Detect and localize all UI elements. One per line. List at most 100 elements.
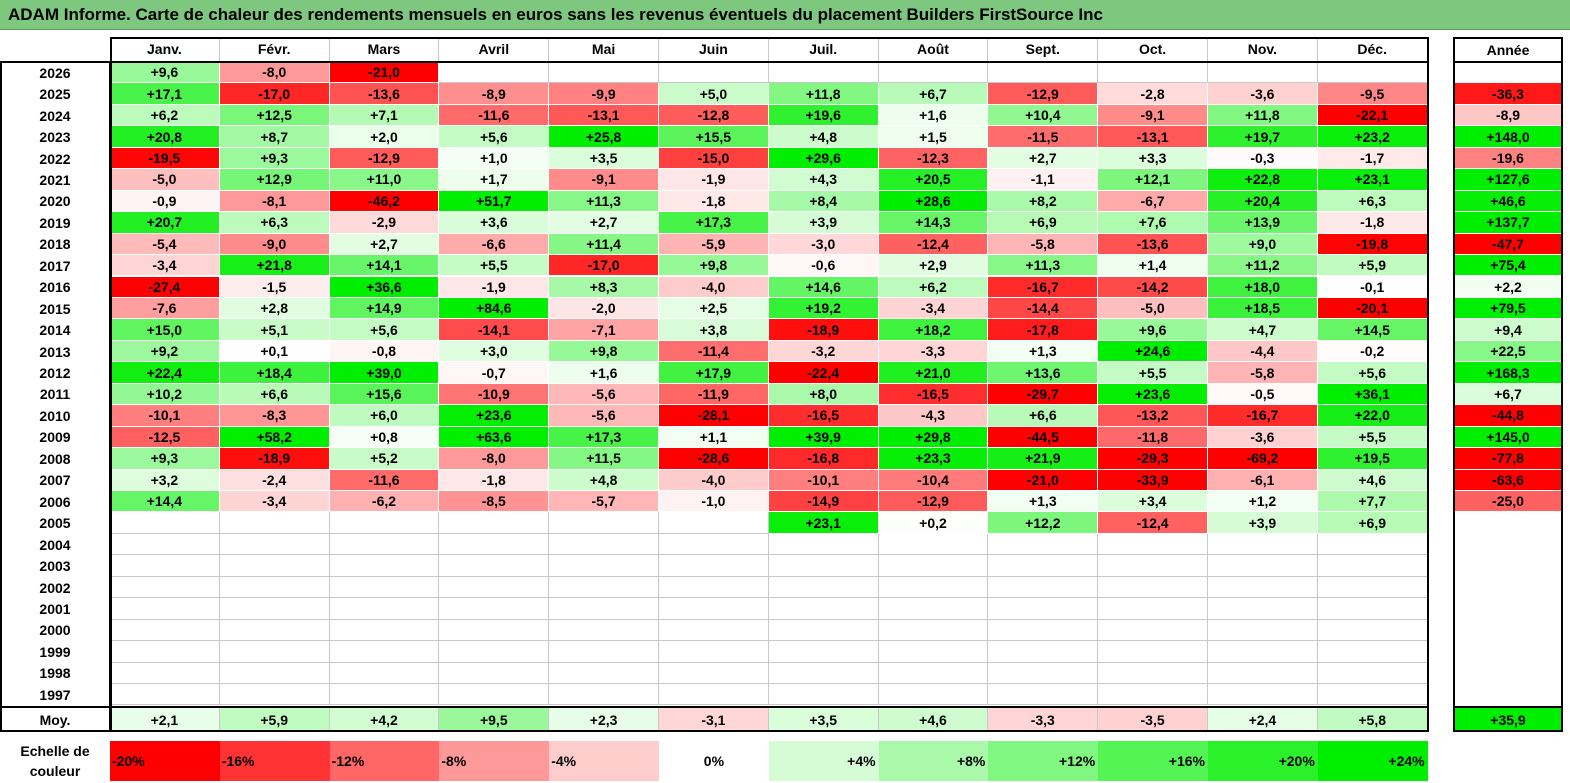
heatmap-cell: -12,9 (988, 83, 1099, 105)
heatmap-cell: -17,0 (219, 83, 330, 105)
heatmap-cell: +13,9 (1208, 212, 1318, 234)
scale-cell: +12% (988, 741, 1099, 781)
heatmap-cell: +15,0 (110, 319, 220, 341)
month-header: Déc. (1317, 37, 1428, 62)
heatmap-cell: +6,3 (219, 212, 330, 234)
heatmap-cell: +15,6 (329, 383, 440, 406)
heatmap-cell: +14,1 (329, 255, 440, 277)
heatmap-cell: +2,7 (329, 233, 440, 256)
heatmap-cell: +12,1 (1098, 169, 1208, 191)
heatmap-cell: -3,4 (110, 255, 220, 277)
heatmap-cell (768, 684, 879, 706)
heatmap-cell: +20,7 (110, 212, 220, 234)
report-title: ADAM Informe. Carte de chaleur des rende… (0, 0, 1570, 30)
year-label: 2004 (39, 536, 71, 553)
heatmap-cell: -5,0 (110, 169, 220, 191)
heatmap-cell (659, 641, 769, 663)
year-label: 2009 (39, 429, 71, 446)
heatmap-cell (549, 555, 659, 577)
heatmap-cell: +1,6 (549, 362, 659, 384)
heatmap-cell: -6,6 (439, 233, 550, 256)
heatmap-cell (768, 576, 879, 599)
heatmap-cell: +18,0 (1208, 276, 1318, 298)
heatmap-cell: +10,4 (988, 104, 1099, 127)
annual-cell (1453, 62, 1563, 83)
heatmap-cell (878, 62, 989, 84)
month-header: Mars (329, 37, 440, 62)
heatmap-cell: -0,6 (768, 255, 879, 277)
annual-cell: +145,0 (1453, 426, 1563, 449)
heatmap-cell: +5,5 (1098, 362, 1208, 384)
heatmap-cell (768, 641, 879, 663)
heatmap-cell: +3,2 (110, 469, 220, 491)
heatmap-cell (1208, 684, 1318, 706)
annual-cell: +137,7 (1453, 212, 1563, 234)
scale-cell: -16% (219, 741, 330, 781)
heatmap-cell: +1,4 (1098, 255, 1208, 277)
heatmap-cell: +5,1 (219, 319, 330, 341)
heatmap-cell: -0,3 (1208, 147, 1318, 170)
heatmap-cell: +1,2 (1208, 491, 1318, 513)
year-label: 2003 (39, 558, 71, 575)
scale-cell: 0% (659, 741, 769, 781)
heatmap-cell (988, 598, 1099, 620)
heatmap-cell: +0,8 (329, 426, 440, 449)
heatmap-cell: -8,0 (219, 62, 330, 84)
heatmap-cell: +11,8 (1208, 104, 1318, 127)
heatmap-cell (1098, 62, 1208, 84)
heatmap-cell: +9,6 (110, 62, 220, 84)
heatmap-cell: +63,6 (439, 426, 550, 449)
heatmap-cell: -1,0 (659, 491, 769, 513)
heatmap-cell (1317, 684, 1428, 706)
heatmap-cell (549, 641, 659, 663)
heatmap-cell: +3,9 (1208, 512, 1318, 534)
heatmap-cell: +1,3 (988, 340, 1099, 363)
heatmap-cell (988, 62, 1099, 84)
heatmap-cell (1208, 555, 1318, 577)
heatmap-cell: -3,6 (1208, 83, 1318, 105)
heatmap-cell: +7,6 (1098, 212, 1208, 234)
heatmap-cell (110, 598, 220, 620)
heatmap-cell: -12,5 (110, 426, 220, 449)
heatmap-cell: -10,1 (110, 405, 220, 427)
heatmap-cell (659, 62, 769, 84)
heatmap-cell: +14,3 (878, 212, 989, 234)
heatmap-cell: -12,3 (878, 147, 989, 170)
heatmap-cell: +36,1 (1317, 383, 1428, 406)
average-cell: -3,1 (659, 707, 769, 732)
heatmap-cell: -18,9 (768, 319, 879, 341)
scale-cell: +20% (1208, 741, 1318, 781)
heatmap-cell: -11,8 (1098, 426, 1208, 449)
scale-cell: +16% (1098, 741, 1208, 781)
heatmap-cell: +9,2 (110, 340, 220, 363)
heatmap-cell: +3,3 (1098, 147, 1208, 170)
heatmap-cell: -28,6 (659, 448, 769, 470)
heatmap-cell: -13,6 (329, 83, 440, 105)
annual-average-separator (1453, 706, 1563, 708)
heatmap-cell: +8,2 (988, 190, 1099, 213)
heatmap-cell: +2,7 (549, 212, 659, 234)
heatmap-cell: -8,9 (439, 83, 550, 105)
heatmap-cell: -3,3 (878, 340, 989, 363)
average-label: Moy. (39, 711, 71, 728)
heatmap-cell (878, 533, 989, 556)
heatmap-cell (219, 662, 330, 685)
heatmap-cell: -16,5 (768, 405, 879, 427)
heatmap-cell (1317, 555, 1428, 577)
heatmap-cell (659, 684, 769, 706)
heatmap-cell (549, 576, 659, 599)
heatmap-cell (659, 619, 769, 642)
heatmap-cell: -13,1 (1098, 126, 1208, 148)
heatmap-cell: +9,3 (110, 448, 220, 470)
annual-cell: +168,3 (1453, 362, 1563, 384)
heatmap-cell (768, 533, 879, 556)
heatmap-cell: -14,4 (988, 297, 1099, 320)
heatmap-cell: -1,5 (219, 276, 330, 298)
heatmap-cell (768, 62, 879, 84)
heatmap-cell: +19,2 (768, 297, 879, 320)
heatmap-cell (878, 684, 989, 706)
heatmap-cell: -29,7 (988, 383, 1099, 406)
heatmap-cell: -22,1 (1317, 104, 1428, 127)
year-label: 2023 (39, 129, 71, 146)
annual-cell: -77,8 (1453, 448, 1563, 470)
